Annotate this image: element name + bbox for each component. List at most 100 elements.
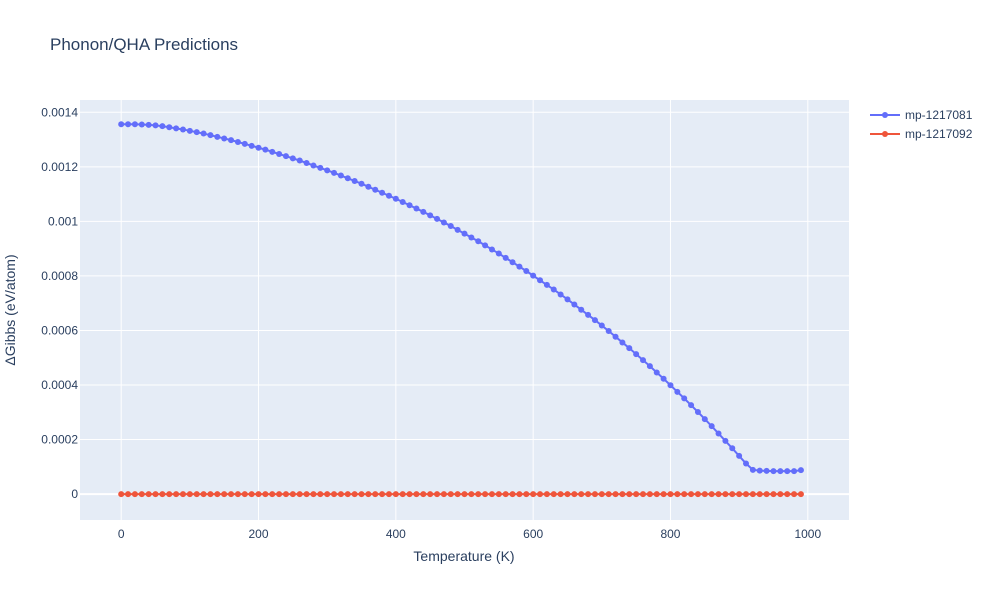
legend-item[interactable]: mp-1217092 [870, 127, 973, 141]
data-point [221, 491, 228, 498]
data-point [516, 491, 523, 498]
data-point [179, 491, 186, 498]
data-point [392, 195, 399, 202]
data-point [337, 172, 344, 179]
data-point [585, 311, 592, 318]
data-point [331, 491, 338, 498]
data-point [447, 491, 454, 498]
data-point [193, 129, 200, 136]
data-point [317, 164, 324, 171]
data-point [797, 491, 804, 498]
data-point [358, 491, 365, 498]
data-point [633, 491, 640, 498]
data-point [537, 277, 544, 284]
data-point [482, 491, 489, 498]
data-point [427, 491, 434, 498]
data-point [537, 491, 544, 498]
chart-title: Phonon/QHA Predictions [50, 35, 238, 54]
data-point [152, 122, 159, 129]
data-point [399, 199, 406, 205]
data-point [351, 491, 358, 498]
data-point [495, 491, 502, 498]
data-point [729, 445, 736, 452]
data-point [571, 491, 578, 498]
x-tick-label: 400 [386, 527, 406, 541]
data-point [640, 357, 647, 364]
data-point [770, 491, 777, 498]
data-point [440, 491, 447, 498]
y-tick-label: 0.0008 [41, 269, 78, 283]
data-point [248, 491, 255, 498]
data-point [344, 175, 351, 182]
data-point [358, 180, 365, 187]
legend-label: mp-1217081 [905, 108, 973, 122]
data-point [578, 491, 585, 498]
data-point [420, 208, 427, 215]
data-point [166, 124, 173, 131]
series-line [121, 123, 802, 473]
data-point [633, 351, 640, 358]
data-point [777, 468, 784, 475]
data-point [372, 491, 379, 498]
data-point [269, 491, 276, 498]
legend[interactable]: mp-1217081 mp-1217092 [870, 108, 973, 141]
data-point [770, 468, 777, 475]
data-point [289, 491, 296, 498]
data-point [344, 491, 351, 498]
data-point [722, 437, 729, 444]
data-point [626, 345, 633, 352]
data-point [749, 491, 756, 498]
data-point [468, 234, 475, 241]
data-point [640, 491, 647, 498]
data-point [571, 301, 578, 308]
data-point [138, 491, 145, 498]
legend-label: mp-1217092 [905, 127, 973, 141]
data-point [523, 491, 530, 498]
data-point [708, 491, 715, 498]
legend-item[interactable]: mp-1217081 [870, 108, 973, 122]
data-point [523, 268, 530, 274]
data-point [701, 491, 708, 498]
data-point [145, 121, 152, 128]
data-point [598, 322, 605, 329]
y-tick-label: 0.001 [48, 214, 78, 228]
data-point [543, 281, 550, 288]
data-point [488, 491, 495, 498]
data-point [193, 491, 200, 498]
data-point [626, 491, 633, 498]
data-point [564, 296, 571, 303]
data-point [591, 317, 598, 324]
data-point [454, 491, 461, 498]
series-layer [118, 121, 804, 498]
data-point [646, 363, 653, 370]
data-point [310, 162, 317, 169]
data-point [324, 167, 331, 174]
data-point [585, 491, 592, 498]
data-point [379, 189, 386, 196]
data-point [296, 157, 303, 164]
data-point [756, 467, 763, 474]
x-axis-title: Temperature (K) [413, 548, 514, 564]
data-point [468, 491, 475, 498]
data-point [791, 491, 798, 498]
data-point [310, 491, 317, 498]
data-point [152, 491, 159, 498]
data-point [228, 137, 235, 144]
data-point [516, 263, 523, 270]
data-point [530, 491, 537, 498]
data-point [715, 430, 722, 437]
data-point [743, 460, 750, 467]
y-tick-labels: 0 0.0002 0.0004 0.0006 0.0008 0.001 0.0012 0.00… [41, 105, 78, 501]
data-point [708, 423, 715, 430]
data-point [694, 491, 701, 498]
data-point [118, 121, 125, 128]
data-point [530, 272, 537, 279]
data-point [289, 155, 296, 162]
data-point [667, 382, 674, 389]
data-point [269, 148, 276, 155]
data-point [434, 491, 441, 498]
data-point [509, 491, 516, 498]
x-tick-label: 0 [118, 527, 125, 541]
data-point [173, 491, 180, 498]
